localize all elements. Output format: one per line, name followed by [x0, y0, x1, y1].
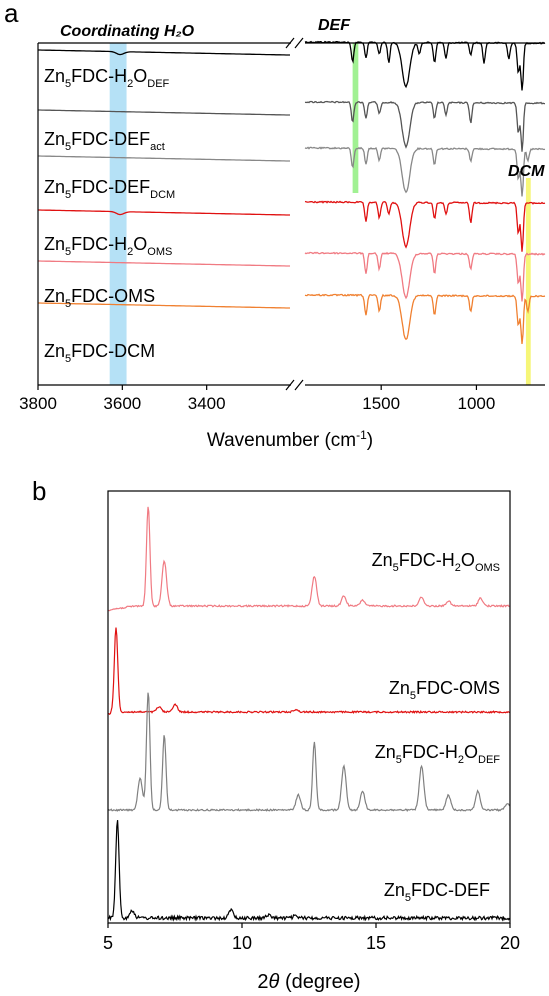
ir-trace-left — [38, 209, 290, 216]
x-tick-label: 3800 — [19, 394, 57, 413]
panel-a-highlight-labels: Coordinating H₂O DEF DCM — [60, 17, 545, 180]
ir-trace-left — [38, 302, 290, 309]
xrd-series-label: Zn5FDC-DEF — [384, 880, 490, 904]
ir-trace-right — [304, 146, 546, 197]
ir-trace-left — [38, 49, 290, 56]
x-tick-label: 3600 — [103, 394, 141, 413]
xrd-trace — [107, 820, 511, 922]
panel-a-plot-frame — [37, 37, 545, 391]
x-tick-label: 1000 — [458, 394, 496, 413]
ir-series-label: Zn5FDC-DCM — [44, 341, 155, 365]
panel-b-xrd-traces — [107, 506, 511, 922]
ir-trace-left — [38, 155, 290, 162]
ir-trace-right — [304, 293, 546, 344]
x-tick-label: 5 — [103, 933, 113, 953]
highlight-label: DCM — [508, 163, 545, 180]
axis-break-mark — [294, 37, 304, 49]
ir-trace-right — [304, 40, 546, 91]
x-tick-label: 3400 — [188, 394, 226, 413]
panel-a-series-labels: Zn5FDC-H2ODEF Zn5FDC-DEFact Zn5FDC-DEFDCM Z… — [44, 66, 175, 365]
panel-b-plot-frame — [107, 490, 511, 924]
highlight-label: Coordinating H₂O — [60, 23, 195, 40]
highlight-band — [352, 43, 359, 193]
xrd-trace — [107, 627, 510, 715]
ir-series-label: Zn5FDC-H2OOMS — [44, 234, 172, 258]
x-tick-label: 15 — [366, 933, 386, 953]
plot-frame — [107, 490, 511, 924]
ir-series-label: Zn5FDC-DEFact — [44, 129, 165, 153]
xrd-trace — [108, 506, 510, 612]
xrd-series-label: Zn5FDC-H2OOMS — [372, 550, 500, 574]
ir-trace-right — [304, 100, 545, 152]
xrd-trace — [107, 692, 511, 812]
highlight-band — [525, 178, 531, 385]
ir-series-label: Zn5FDC-H2ODEF — [44, 66, 170, 90]
panel-a-ir-traces — [38, 40, 546, 344]
panel-a-x-ticks: 3800 3600 3400 1500 1000 — [19, 385, 495, 413]
ir-series-label: Zn5FDC-OMS — [44, 286, 155, 310]
panel-a-letter: a — [4, 0, 19, 28]
axis-break-mark — [285, 37, 295, 49]
ir-trace-left — [38, 109, 290, 116]
x-tick-label: 1500 — [362, 394, 400, 413]
panel-b-series-labels: Zn5FDC-H2OOMS Zn5FDC-OMS Zn5FDC-H2ODEF Zn5F… — [372, 550, 501, 904]
panel-a-x-axis-label: Wavenumber (cm-1) — [207, 428, 373, 451]
xrd-series-label: Zn5FDC-OMS — [389, 678, 500, 702]
highlight-label: DEF — [318, 17, 351, 34]
panel-b-x-axis-label: 2θ (degree) — [257, 971, 360, 993]
axis-break-mark — [285, 379, 295, 391]
panel-a-highlight-bands — [109, 43, 531, 385]
panel-b-x-ticks: 5 10 15 20 — [103, 923, 520, 953]
ir-series-label: Zn5FDC-DEFDCM — [44, 177, 175, 201]
ir-trace-right — [304, 251, 546, 302]
x-tick-label: 20 — [500, 933, 520, 953]
x-tick-label: 10 — [232, 933, 252, 953]
xrd-series-label: Zn5FDC-H2ODEF — [375, 742, 501, 766]
ir-trace-right — [304, 200, 546, 252]
axis-break-mark — [294, 379, 304, 391]
ir-trace-left — [38, 260, 290, 267]
panel-b-letter: b — [32, 476, 46, 506]
